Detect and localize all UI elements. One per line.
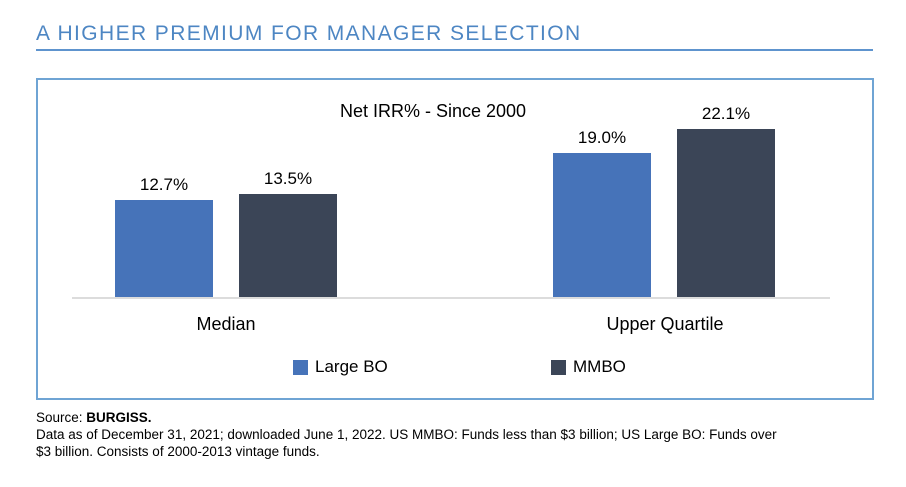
bar-value-label: 19.0%	[577, 128, 627, 147]
bar-large-bo	[115, 200, 213, 297]
bar-col-mmbo-upper-quartile: 22.1%	[677, 104, 775, 297]
bar-mmbo	[677, 129, 775, 297]
footnote-line-1: Data as of December 31, 2021; downloaded…	[36, 427, 777, 442]
chart-panel: Net IRR% - Since 2000 12.7% 13.5% 19.0% 22…	[36, 78, 874, 400]
x-axis-line	[72, 297, 830, 299]
category-label-upper-quartile: Upper Quartile	[606, 314, 724, 334]
source-name: BURGISS.	[86, 410, 152, 425]
legend-label-large-bo: Large BO	[315, 357, 388, 376]
source-line: Source: BURGISS.	[36, 409, 777, 426]
source-note: Source: BURGISS. Data as of December 31,…	[36, 409, 777, 460]
bar-value-label: 12.7%	[139, 175, 189, 194]
bar-group-median: 12.7% 13.5%	[115, 169, 337, 297]
bar-group-upper-quartile: 19.0% 22.1%	[553, 104, 775, 297]
bar-col-large-bo-upper-quartile: 19.0%	[553, 128, 651, 297]
category-label-median: Median	[196, 314, 256, 334]
bar-value-label: 22.1%	[701, 104, 751, 123]
bar-large-bo	[553, 153, 651, 297]
bar-col-large-bo-median: 12.7%	[115, 175, 213, 297]
page-title: A HIGHER PREMIUM FOR MANAGER SELECTION	[36, 22, 582, 45]
title-underline	[36, 49, 873, 51]
source-prefix: Source:	[36, 410, 87, 425]
bar-col-mmbo-median: 13.5%	[239, 169, 337, 297]
bar-value-label: 13.5%	[263, 169, 313, 188]
legend-item-large-bo: Large BO	[293, 357, 388, 377]
footnote-line-2: $3 billion. Consists of 2000-2013 vintag…	[36, 444, 320, 459]
legend-label-mmbo: MMBO	[573, 357, 626, 376]
chart-title: Net IRR% - Since 2000	[339, 101, 527, 121]
legend-item-mmbo: MMBO	[551, 357, 626, 377]
legend-swatch-large-bo-icon	[293, 359, 308, 375]
legend-swatch-mmbo-icon	[551, 359, 566, 375]
bar-mmbo	[239, 194, 337, 297]
